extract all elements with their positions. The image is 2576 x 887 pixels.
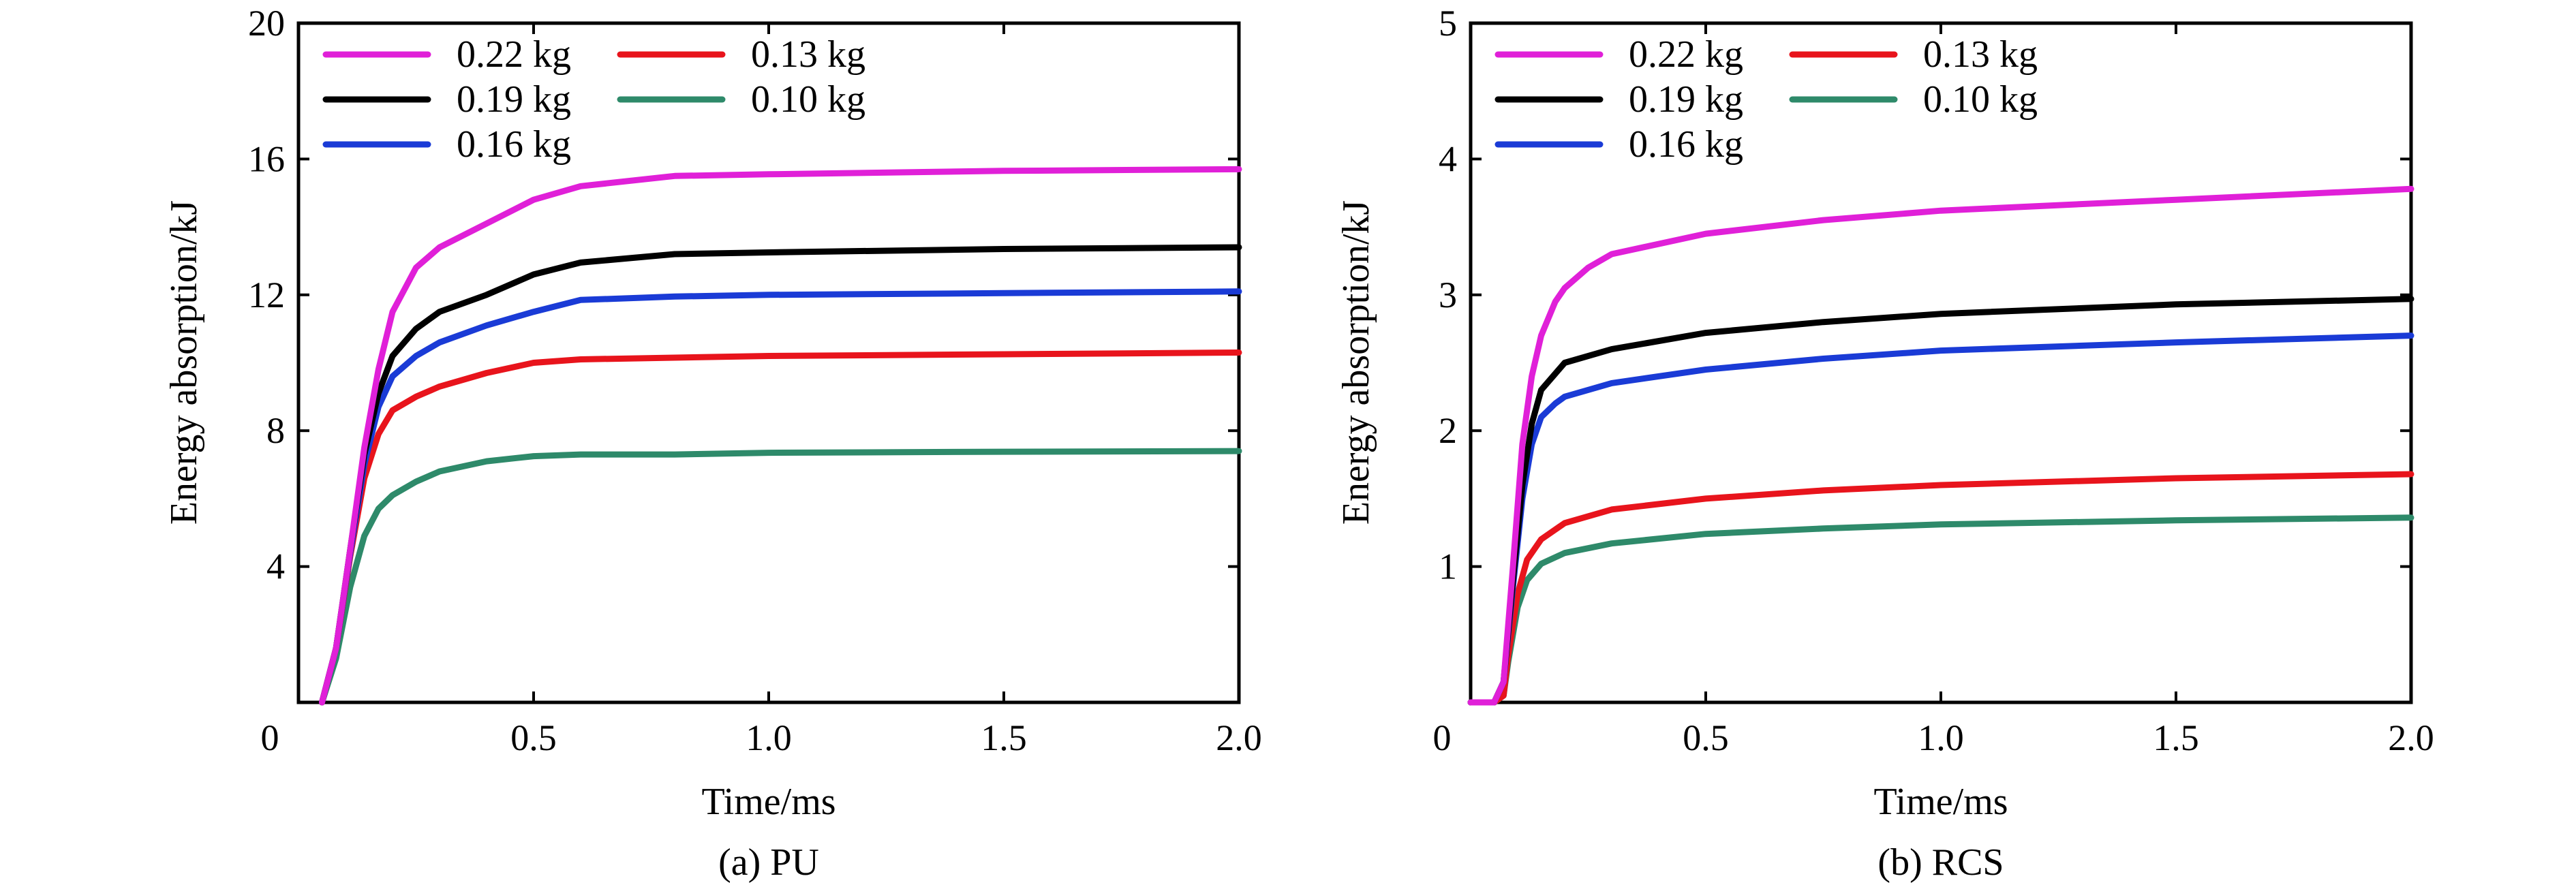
plot-frame-rcs — [1469, 21, 2413, 704]
legend-label-022-rcs: 0.22 kg — [1629, 33, 1743, 76]
series-line-022-rcs — [1467, 185, 2414, 706]
legend-label-016-pu: 0.16 kg — [457, 123, 571, 166]
caption-rcs: (b) RCS — [1877, 841, 2004, 884]
panel-rcs: 0 0.5 1.0 1.5 2.0 1 2 3 4 5 0.22 kg 0.13 kg 0.19 kg… — [1335, 3, 2434, 884]
caption-pu: (a) PU — [718, 841, 819, 884]
x-tick-label-rcs: 0 — [1433, 717, 1452, 758]
series-line-013-pu — [319, 349, 1242, 706]
legend-label-019-pu: 0.19 kg — [457, 78, 571, 121]
x-tick-label-rcs: 1.5 — [2153, 717, 2199, 758]
legend-label-022-pu: 0.22 kg — [457, 33, 571, 76]
series-line-022-pu — [319, 166, 1242, 706]
y-tick-label-rcs: 2 — [1439, 410, 1457, 451]
y-tick-label-pu: 4 — [266, 546, 285, 587]
series-line-019-rcs — [1467, 296, 2414, 706]
legend-label-016-rcs: 0.16 kg — [1629, 123, 1743, 166]
plot-frame-pu — [296, 21, 1241, 704]
x-tick-label-pu: 2.0 — [1216, 717, 1262, 758]
y-tick-label-pu: 20 — [248, 3, 285, 44]
series-line-010-rcs — [1467, 514, 2414, 706]
y-tick-label-pu: 12 — [248, 275, 285, 315]
x-tick-label-pu: 0.5 — [510, 717, 557, 758]
series-rcs — [1467, 185, 2414, 706]
legend-pu: 0.22 kg 0.13 kg 0.19 kg 0.10 kg 0.16 kg — [322, 33, 865, 166]
y-tick-label-rcs: 4 — [1439, 138, 1457, 179]
legend-label-013-rcs: 0.13 kg — [1923, 33, 2038, 76]
panel-pu: 0 0.5 1.0 1.5 2.0 4 8 12 16 20 0.22 kg 0.13 kg 0.19… — [163, 3, 1262, 884]
y-tick-label-rcs: 5 — [1439, 3, 1457, 44]
ticks-pu: 0 0.5 1.0 1.5 2.0 4 8 12 16 20 — [248, 3, 1262, 758]
x-axis-title-pu: Time/ms — [701, 781, 835, 823]
x-tick-label-pu: 1.0 — [746, 717, 792, 758]
legend-rcs: 0.22 kg 0.13 kg 0.19 kg 0.10 kg 0.16 kg — [1494, 33, 2038, 166]
ticks-rcs: 0 0.5 1.0 1.5 2.0 1 2 3 4 5 — [1433, 3, 2434, 758]
y-tick-label-rcs: 3 — [1439, 275, 1457, 315]
legend-label-010-rcs: 0.10 kg — [1923, 78, 2038, 121]
x-tick-label-rcs: 0.5 — [1683, 717, 1729, 758]
legend-label-019-rcs: 0.19 kg — [1629, 78, 1743, 121]
x-tick-label-pu: 1.5 — [981, 717, 1027, 758]
legend-label-010-pu: 0.10 kg — [751, 78, 865, 121]
y-axis-title-pu: Energy absorption/kJ — [163, 200, 205, 525]
y-tick-label-pu: 16 — [248, 138, 285, 179]
x-axis-title-rcs: Time/ms — [1873, 781, 2008, 823]
series-line-013-rcs — [1467, 471, 2414, 706]
y-tick-label-pu: 8 — [266, 410, 285, 451]
y-axis-title-rcs: Energy absorption/kJ — [1335, 200, 1377, 525]
y-tick-label-rcs: 1 — [1439, 546, 1457, 587]
x-tick-label-pu: 0 — [261, 717, 279, 758]
legend-label-013-pu: 0.13 kg — [751, 33, 865, 76]
series-line-019-pu — [319, 244, 1242, 706]
x-tick-label-rcs: 2.0 — [2388, 717, 2434, 758]
series-line-010-pu — [319, 448, 1242, 706]
series-pu — [319, 166, 1242, 706]
x-tick-label-rcs: 1.0 — [1918, 717, 1964, 758]
